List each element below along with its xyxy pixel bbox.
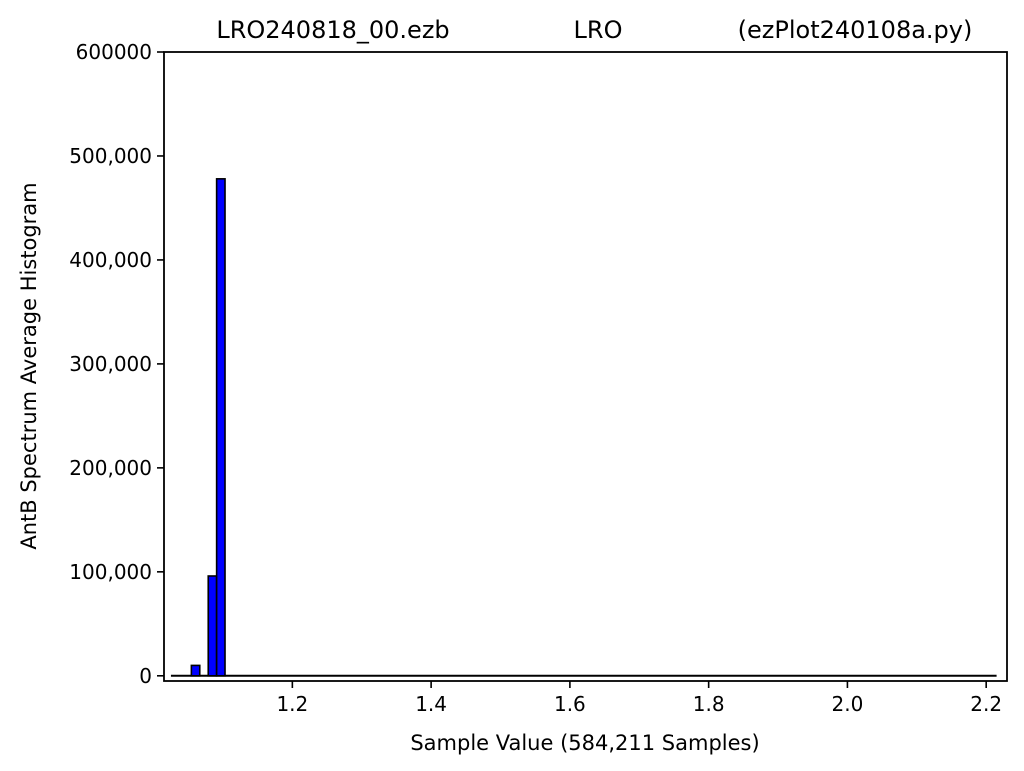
x-tick-label: 1.6: [554, 692, 586, 716]
y-tick-label: 600000: [76, 40, 152, 64]
y-tick-label: 200,000: [69, 456, 152, 480]
y-axis-label: AntB Spectrum Average Histogram: [17, 182, 41, 549]
x-tick-label: 1.8: [693, 692, 725, 716]
chart-title-left: LRO240818_00.ezb: [216, 16, 449, 44]
y-tick-label: 300,000: [69, 352, 152, 376]
y-tick-label: 100,000: [69, 560, 152, 584]
plot-layer: [170, 178, 997, 677]
x-tick-label: 2.2: [970, 692, 1002, 716]
y-tick-label: 400,000: [69, 248, 152, 272]
histogram-bar-2: [207, 575, 218, 677]
chart-title-right: (ezPlot240108a.py): [738, 16, 973, 44]
x-tick-label: 1.2: [276, 692, 308, 716]
y-tick-label: 500,000: [69, 144, 152, 168]
axes-frame: [163, 51, 1008, 682]
histogram-bar-3: [215, 178, 226, 677]
x-tick-label: 1.4: [415, 692, 447, 716]
y-tick-label: 0: [139, 664, 152, 688]
x-tick-label: 2.0: [832, 692, 864, 716]
chart-title-center: LRO: [574, 16, 623, 44]
x-axis-label: Sample Value (584,211 Samples): [410, 731, 759, 755]
x-axis-ticks: 1.2 1.4 1.6 1.8 2.0 2.2: [276, 681, 1002, 716]
histogram-bar-1: [190, 664, 201, 677]
y-axis-ticks: 0 100,000 200,000 300,000 400,000 500,000 6000…: [69, 40, 164, 688]
